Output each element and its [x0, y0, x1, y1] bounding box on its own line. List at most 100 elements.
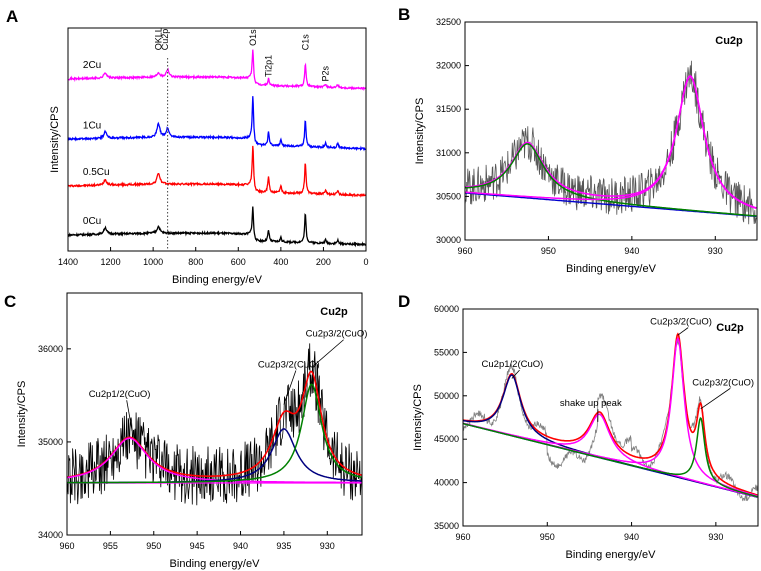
x-tick-label: 950: [146, 541, 161, 551]
x-tick-label: 960: [59, 541, 74, 551]
y-tick-label: 32500: [436, 17, 461, 27]
peak-annotation: Cu2p3/2(CuO): [650, 317, 712, 328]
x-tick-label: 940: [233, 541, 248, 551]
x-tick-label: 940: [624, 246, 639, 256]
plot-frame: [66, 292, 363, 536]
y-axis-label: Intensity/CPS: [49, 106, 61, 173]
y-tick-label: 31000: [436, 148, 461, 158]
x-tick-label: 960: [455, 532, 470, 542]
peak-annotation: O1s: [248, 29, 258, 46]
y-tick-label: 35000: [38, 437, 63, 447]
panel-label: C: [4, 292, 16, 311]
peak-annotation: Cu2p1/2(CuO): [482, 359, 544, 370]
annotation-arrow: [311, 339, 344, 368]
component-peak-line: [465, 143, 757, 217]
peak-annotation: Cu2p1/2(CuO): [89, 389, 151, 400]
peak-annotation: Cu2p3/2(CuO): [692, 377, 754, 388]
series-label: 1Cu: [83, 120, 101, 131]
panel-d: 960 950 940 930 35000 40000 45000 50000 55000 600…: [412, 304, 759, 561]
y-tick-label: 35000: [434, 521, 459, 531]
component-peak-line: [67, 383, 362, 484]
y-tick-label: 30500: [436, 191, 461, 201]
x-tick-label: 955: [103, 541, 118, 551]
peak-annotation: Cu2p: [160, 29, 170, 51]
chart-title: Cu2p: [716, 322, 744, 334]
panel-label: B: [398, 5, 410, 24]
panel-label: D: [398, 292, 410, 311]
plot-frame: [464, 21, 758, 241]
x-tick-label: 960: [457, 246, 472, 256]
x-axis-label: Binding energy/eV: [172, 274, 263, 286]
panel-label: A: [6, 7, 18, 26]
plot-area: [463, 332, 758, 502]
annotation-arrow: [511, 369, 520, 379]
peak-annotation: OKLL: [153, 27, 163, 50]
series-1Cu-line: [68, 96, 366, 152]
raw-data-line: [463, 339, 758, 502]
y-axis-label: Intensity/CPS: [16, 381, 28, 448]
x-axis-label: Binding energy/eV: [566, 549, 657, 561]
x-tick-label: 950: [540, 532, 555, 542]
peak-annotation: C1s: [300, 34, 310, 51]
x-tick-label: 200: [316, 257, 331, 267]
y-tick-label: 60000: [434, 304, 459, 314]
component-peak-line: [463, 417, 758, 498]
x-tick-label: 950: [541, 246, 556, 256]
y-tick-label: 34000: [38, 530, 63, 540]
series-05Cu-line: [68, 145, 366, 198]
x-tick-label: 800: [188, 257, 203, 267]
y-tick-label: 55000: [434, 347, 459, 357]
y-tick-label: 31500: [436, 104, 461, 114]
x-axis-label: Binding energy/eV: [170, 558, 261, 570]
y-tick-label: 45000: [434, 434, 459, 444]
annotation-arrow: [126, 400, 133, 431]
x-tick-label: 940: [624, 532, 639, 542]
raw-data-line: [67, 343, 362, 506]
x-tick-label: 945: [190, 541, 205, 551]
plot-area: [67, 343, 362, 506]
y-axis-label: Intensity/CPS: [414, 98, 426, 165]
panel-c: 960 955 950 945 940 935 930 34000 35000 36000 Bind…: [16, 292, 368, 570]
peak-annotation: shake up peak: [560, 398, 622, 409]
plot-area: [68, 49, 366, 248]
envelope-fit-line: [463, 332, 758, 496]
series-label: 0Cu: [83, 216, 101, 227]
annotation-arrow: [700, 388, 731, 410]
x-tick-label: 1000: [143, 257, 163, 267]
plot-area: [465, 60, 757, 225]
plot-frame: [462, 308, 759, 527]
y-tick-label: 30000: [436, 235, 461, 245]
peak-annotation: P2s: [321, 66, 331, 82]
chart-title: Cu2p: [320, 306, 348, 318]
y-tick-label: 50000: [434, 391, 459, 401]
x-tick-label: 930: [708, 246, 723, 256]
x-tick-label: 930: [708, 532, 723, 542]
annotation-arrow: [677, 327, 689, 336]
annotation-arrow: [283, 370, 297, 405]
x-tick-label: 1400: [58, 257, 78, 267]
x-axis-label: Binding energy/eV: [566, 263, 657, 275]
peak-annotation: Cu2p3/2(CuO): [258, 359, 320, 370]
x-tick-label: 935: [276, 541, 291, 551]
series-label: 2Cu: [83, 60, 101, 71]
chart-title: Cu2p: [715, 35, 743, 47]
x-tick-label: 1200: [101, 257, 121, 267]
series-2Cu-line: [68, 49, 366, 92]
x-tick-label: 400: [273, 257, 288, 267]
peak-annotation: Cu2p3/2(CuO): [306, 329, 368, 340]
plot-frame: [67, 27, 367, 252]
y-axis-label: Intensity/CPS: [412, 384, 424, 451]
y-tick-label: 36000: [38, 344, 63, 354]
series-label: 0.5Cu: [83, 167, 110, 178]
x-tick-label: 600: [231, 257, 246, 267]
peak-annotation: Ti2p1: [264, 55, 274, 77]
y-tick-label: 40000: [434, 478, 459, 488]
panel-a: 1400 1200 1000 800 600 400 200 0 Binding energy/…: [49, 27, 369, 286]
series-0Cu-line: [68, 206, 366, 248]
raw-data-line: [465, 60, 757, 225]
component-peak-line: [465, 76, 757, 210]
x-tick-label: 0: [363, 257, 368, 267]
y-tick-label: 32000: [436, 61, 461, 71]
x-tick-label: 930: [320, 541, 335, 551]
